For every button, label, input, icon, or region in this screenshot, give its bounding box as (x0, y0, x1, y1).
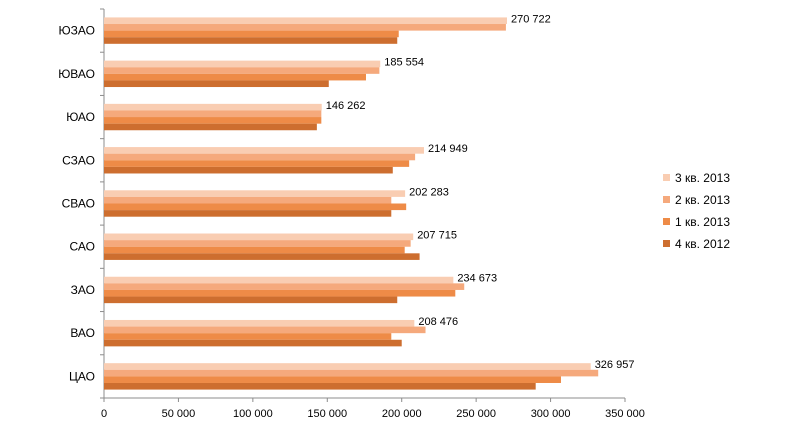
bar (104, 203, 407, 211)
data-label: 326 957 (595, 359, 635, 371)
data-label: 207 715 (417, 230, 457, 242)
data-label: 185 554 (384, 57, 424, 69)
bar (104, 147, 424, 154)
bar (104, 339, 402, 347)
x-tick-label: 350 000 (605, 408, 645, 420)
bar (104, 289, 456, 297)
bar (104, 319, 415, 327)
legend-swatch (663, 174, 670, 181)
bar (104, 80, 329, 88)
data-label: 214 949 (428, 143, 468, 155)
x-tick-label: 200 000 (382, 408, 422, 420)
category-label: СВАО (62, 197, 95, 211)
bar (104, 123, 317, 131)
legend-label: 3 кв. 2013 (675, 171, 730, 185)
bar (104, 276, 454, 284)
bar (104, 382, 536, 390)
x-tick-label: 0 (101, 408, 107, 420)
bar (104, 37, 398, 44)
x-tick-label: 150 000 (307, 408, 347, 420)
bar (104, 376, 561, 383)
bar (104, 246, 405, 254)
bars (104, 17, 599, 390)
category-label: ВАО (70, 326, 95, 340)
bar (104, 233, 414, 241)
data-label: 234 673 (457, 273, 497, 285)
bar (104, 363, 591, 370)
category-label: ЮАО (66, 110, 95, 124)
category-label: ЮВАО (58, 67, 95, 81)
category-label: СЗАО (62, 153, 95, 167)
legend-label: 4 кв. 2012 (675, 237, 730, 251)
bar (104, 17, 507, 25)
bar (104, 24, 506, 31)
bar (104, 369, 599, 377)
data-label: 270 722 (511, 13, 551, 25)
bar (104, 60, 381, 68)
x-ticks: 0 50 000 100 000 150 000 200 000 250 000 300 0… (101, 398, 645, 420)
legend: 3 кв. 2013 2 кв. 2013 1 кв. 2013 4 кв. 2012 (663, 171, 730, 251)
legend-swatch (663, 240, 670, 247)
legend-swatch (663, 196, 670, 203)
bar (104, 283, 465, 290)
bar (104, 196, 392, 204)
category-label: ЮЗАО (59, 24, 95, 38)
bar (104, 67, 380, 74)
bar (104, 253, 420, 260)
category-label: ЗАО (71, 283, 95, 297)
data-label: 208 476 (418, 316, 458, 328)
bar (104, 296, 398, 304)
bar (104, 160, 410, 167)
bar (104, 153, 416, 161)
x-tick-label: 300 000 (531, 408, 571, 420)
bar (104, 110, 322, 118)
bar (104, 117, 322, 124)
bar (104, 73, 366, 81)
x-tick-label: 50 000 (162, 408, 196, 420)
bar (104, 103, 322, 111)
bar (104, 30, 399, 38)
category-frames (100, 8, 105, 399)
data-label: 146 262 (326, 100, 366, 112)
data-label: 202 283 (409, 186, 449, 198)
bar (104, 210, 392, 217)
bar (104, 190, 406, 197)
bar (104, 326, 426, 334)
bar (104, 333, 392, 340)
x-tick-label: 250 000 (456, 408, 496, 420)
x-tick-label: 100 000 (233, 408, 273, 420)
bar (104, 240, 411, 247)
category-label: ЦАО (69, 369, 95, 383)
data-labels: 270 722 185 554 146 262 214 949 202 283 207 7… (326, 13, 635, 371)
legend-label: 1 кв. 2013 (675, 215, 730, 229)
category-label: САО (70, 240, 95, 254)
legend-label: 2 кв. 2013 (675, 193, 730, 207)
legend-swatch (663, 218, 670, 225)
bar (104, 166, 393, 174)
category-labels: ЮЗАО ЮВАО ЮАО СЗАО СВАО САО ЗАО ВАО ЦАО (58, 24, 95, 384)
